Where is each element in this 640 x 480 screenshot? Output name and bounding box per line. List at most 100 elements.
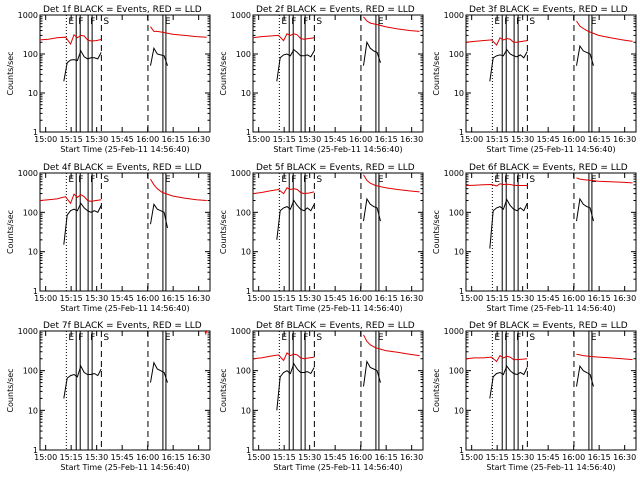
panel-3-x-axis-label: Start Time (25-Feb-11 14:56:40)	[486, 145, 615, 154]
panel-1-lld-line	[150, 26, 207, 38]
panel-8-frame	[252, 330, 424, 451]
panel-7-y-tick-label: 100	[23, 367, 38, 376]
panel-5-x-tick-label: 15:30	[298, 294, 321, 303]
panel-8-x-tick-label: 15:15	[273, 453, 296, 462]
panel-7-marker-label: E	[68, 333, 74, 343]
panel-8-x-tick-label: 15:30	[298, 453, 321, 462]
panel-5-title: Det 5f BLACK = Events, RED = LLD	[256, 163, 415, 173]
panel-8-y-tick-label: 10	[241, 406, 251, 415]
panel-9-x-tick-label: 15:30	[511, 453, 534, 462]
panel-4-events-line	[63, 202, 102, 245]
panel-7-y-axis-label: Counts/sec	[6, 368, 15, 412]
panel-9-marker-label: F	[504, 333, 509, 343]
panel-4-events-line	[150, 203, 168, 229]
panel-5-y-tick-label: 10	[241, 248, 251, 257]
panel-5-y-tick-label: 1000	[231, 169, 251, 178]
panel-6-x-tick-label: 15:00	[460, 294, 483, 303]
panel-9-x-tick-label: 16:15	[588, 453, 611, 462]
panel-9-y-axis-label: Counts/sec	[432, 368, 441, 412]
panel-5-y-axis-label: Counts/sec	[219, 210, 228, 254]
panel-2-y-tick-label: 1000	[231, 11, 251, 20]
panel-5-lld-line	[363, 174, 420, 193]
panel-2-y-tick-label: 100	[236, 50, 251, 59]
panel-1-y-tick-label: 10	[28, 89, 38, 98]
panel-6-events-line	[576, 197, 594, 222]
panel-2-x-tick-label: 15:30	[298, 135, 321, 144]
panel-6-y-tick-label: 100	[449, 208, 464, 217]
panel-1-y-tick-label: 1	[33, 128, 38, 137]
panel-8-marker-label: F	[291, 333, 296, 343]
panel-8-marker-label: E	[378, 333, 384, 343]
panel-2-marker-label: F	[291, 17, 296, 27]
panel-2-x-tick-label: 15:00	[247, 135, 270, 144]
panel-8-events-line	[363, 359, 381, 387]
panel-9-title: Det 9f BLACK = Events, RED = LLD	[469, 321, 628, 331]
panel-6-x-tick-label: 16:15	[588, 294, 611, 303]
panel-7-x-tick-label: 15:15	[60, 453, 83, 462]
panel-8-marker-label: F	[303, 333, 308, 343]
panel-3-x-tick-label: 16:00	[562, 135, 585, 144]
panel-4-y-tick-label: 10	[28, 248, 38, 257]
panel-5-marker-label: S	[316, 175, 322, 185]
panel-4-x-tick-label: 16:30	[187, 294, 210, 303]
panel-3-y-tick-label: 1000	[444, 11, 464, 20]
panel-2-marker-label: E	[378, 17, 384, 27]
panel-9-x-tick-label: 15:00	[460, 453, 483, 462]
panel-8-y-tick-label: 1	[246, 446, 251, 455]
panel-3-events-line	[489, 48, 528, 82]
panel-6-x-tick-label: 15:45	[537, 294, 560, 303]
panel-5-marker-label: E	[378, 175, 384, 185]
panel-6-marker-label: E	[591, 175, 597, 185]
panel-6-y-tick-label: 1000	[444, 169, 464, 178]
panel-9-frame	[465, 330, 637, 451]
panel-3-x-tick-label: 15:15	[486, 135, 509, 144]
panel-5-x-tick-label: 15:15	[273, 294, 296, 303]
panel-5-marker-label: E	[281, 175, 287, 185]
panel-3-y-axis-label: Counts/sec	[432, 51, 441, 95]
panel-1-marker-label: F	[90, 17, 95, 27]
panel-1-marker-label: E	[68, 17, 74, 27]
panel-1-x-tick-label: 15:30	[85, 135, 108, 144]
panel-2-lld-line	[363, 16, 420, 32]
panel-5-events-line	[276, 199, 315, 240]
panel-7-marker-label: F	[90, 333, 95, 343]
panel-3-marker-label: S	[529, 17, 535, 27]
panel-9-lld-line	[576, 353, 633, 361]
panel-6-marker-label: F	[504, 175, 509, 185]
panel-1-x-tick-label: 15:45	[111, 135, 134, 144]
panel-4-x-tick-label: 15:30	[85, 294, 108, 303]
panel-4-marker-label: F	[78, 175, 83, 185]
panel-8-x-tick-label: 15:00	[247, 453, 270, 462]
panel-2-x-tick-label: 15:15	[273, 135, 296, 144]
panel-5-events-line	[363, 197, 381, 222]
panel-3-frame	[465, 14, 637, 133]
panel-9-x-tick-label: 16:00	[562, 453, 585, 462]
panel-5-marker-label: F	[291, 175, 296, 185]
panel-6-events-line	[489, 198, 528, 249]
panel-3-marker-label: E	[591, 17, 597, 27]
panel-6-x-tick-label: 15:15	[486, 294, 509, 303]
panel-4-x-tick-label: 16:00	[136, 294, 159, 303]
panel-1-events-line	[150, 46, 168, 66]
panel-1-lld-line	[40, 33, 102, 46]
panel-2-lld-line	[253, 33, 315, 42]
panel-7-events-line	[63, 364, 102, 399]
panel-7-title: Det 7f BLACK = Events, RED = LLD	[43, 321, 202, 331]
panel-6-y-tick-label: 1	[459, 287, 464, 296]
panel-1-frame	[39, 14, 211, 133]
panel-1-marker-label: S	[103, 17, 109, 27]
panel-4-marker-label: E	[165, 175, 171, 185]
panel-3-marker-label: F	[516, 17, 521, 27]
panel-1-x-tick-label: 15:00	[34, 135, 57, 144]
panel-2-x-tick-label: 16:15	[375, 135, 398, 144]
panel-3-marker-label: E	[494, 17, 500, 27]
panel-5-frame	[252, 172, 424, 292]
panel-1-x-tick-label: 16:30	[187, 135, 210, 144]
panel-1-y-tick-label: 100	[23, 50, 38, 59]
panel-4-x-axis-label: Start Time (25-Feb-11 14:56:40)	[60, 304, 189, 313]
panel-5-x-tick-label: 15:00	[247, 294, 270, 303]
panel-3-x-tick-label: 15:45	[537, 135, 560, 144]
panel-6-frame	[465, 172, 637, 292]
panel-8-marker-label: S	[316, 333, 322, 343]
panel-6-marker-label: S	[529, 175, 535, 185]
